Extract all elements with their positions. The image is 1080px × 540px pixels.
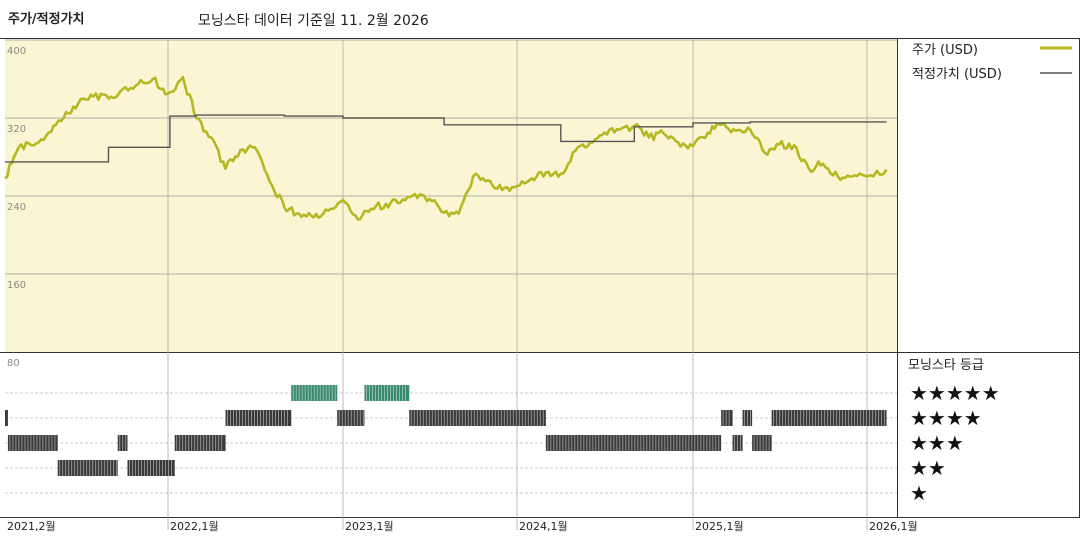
y-tick-label: 80: [7, 358, 20, 369]
rating-legend-1-stars: ★: [910, 481, 928, 505]
rating-legend-4-stars: ★★★★: [910, 406, 982, 430]
x-tick-label: 2022,1월: [170, 520, 219, 533]
rating-bar-2-stars: [57, 460, 118, 476]
rating-bar-3-stars: [752, 435, 772, 451]
y-tick-label: 160: [7, 280, 26, 291]
rating-bar-4-stars: [5, 410, 8, 426]
y-tick-label: 240: [7, 202, 26, 213]
y-tick-label: 400: [7, 46, 26, 57]
rating-legend-5-stars: ★★★★★: [910, 381, 1000, 405]
rating-bar-4-stars: [771, 410, 887, 426]
data-date-label: 모닝스타 데이터 기준일 11. 2월 2026: [198, 13, 429, 29]
x-tick-label: 2021,2월: [7, 520, 56, 533]
legend-label-price: 주가 (USD): [912, 43, 978, 58]
chart-title: 주가/적정가치: [8, 12, 85, 27]
x-tick-label: 2025,1월: [695, 520, 744, 533]
price-series-line: [4, 75, 888, 221]
x-tick-label: 2024,1월: [519, 520, 568, 533]
rating-legend-3-stars: ★★★: [910, 431, 964, 455]
rating-bar-5-stars: [291, 385, 338, 401]
rating-bar-4-stars: [742, 410, 753, 426]
legend-label-fair-value: 적정가치 (USD): [912, 67, 1002, 82]
rating-bar-3-stars: [117, 435, 128, 451]
rating-bar-4-stars: [721, 410, 733, 426]
rating-bar-4-stars: [225, 410, 292, 426]
rating-bar-2-stars: [127, 460, 175, 476]
rating-panel-background: [5, 352, 897, 517]
x-tick-label: 2023,1월: [345, 520, 394, 533]
rating-panel-title: 모닝스타 등급: [908, 358, 984, 373]
rating-bar-3-stars: [174, 435, 226, 451]
x-tick-label: 2026,1월: [869, 520, 918, 533]
rating-bar-4-stars: [409, 410, 546, 426]
rating-legend-2-stars: ★★: [910, 456, 946, 480]
rating-bar-5-stars: [364, 385, 410, 401]
y-tick-label: 320: [7, 124, 26, 135]
rating-bar-3-stars: [545, 435, 722, 451]
rating-bar-3-stars: [732, 435, 743, 451]
fair-value-series-line: [5, 114, 887, 163]
rating-bar-4-stars: [337, 410, 365, 426]
rating-bar-3-stars: [7, 435, 58, 451]
